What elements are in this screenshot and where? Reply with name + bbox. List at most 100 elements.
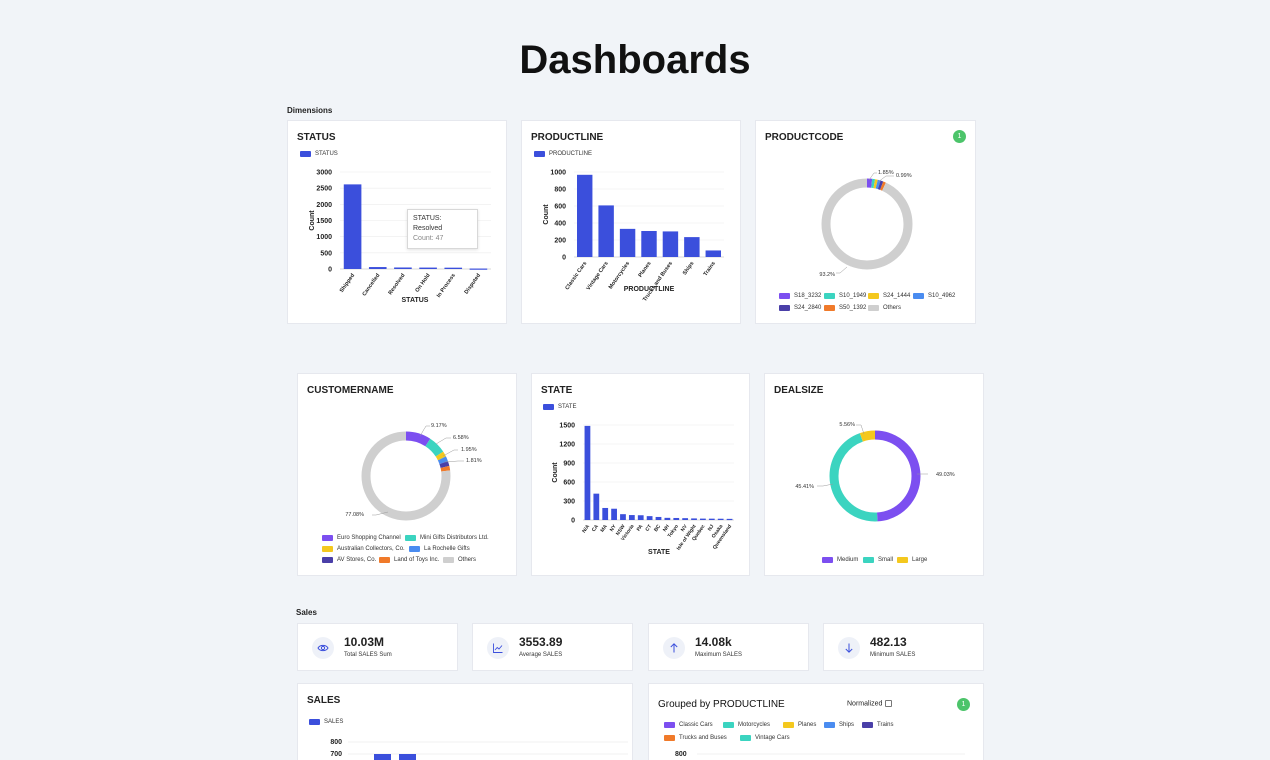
dealsize-donut-chart[interactable]: 5.56% 49.03% 45.41% bbox=[765, 374, 985, 544]
bar bbox=[705, 250, 721, 257]
bar bbox=[343, 184, 362, 269]
x-tick-label: Disputed bbox=[464, 273, 482, 296]
x-tick-label: N/A bbox=[581, 523, 591, 534]
card-title: STATUS bbox=[297, 132, 336, 143]
legend-item[interactable]: S24_1444 bbox=[868, 293, 910, 299]
y-tick-label: 600 bbox=[563, 480, 575, 487]
section-label-dimensions: Dimensions bbox=[287, 106, 333, 115]
legend-item[interactable]: STATE bbox=[543, 404, 576, 410]
sales-histogram[interactable]: 800 700 bbox=[298, 684, 634, 760]
customername-donut-chart[interactable]: 9.17% 6.58% 1.95% 1.81% 77.08% bbox=[298, 374, 518, 534]
legend-item[interactable]: S24_2840 bbox=[779, 305, 821, 311]
callout-line bbox=[836, 266, 848, 274]
callout-line bbox=[444, 460, 464, 463]
callout-line bbox=[856, 424, 865, 435]
callout-line bbox=[868, 172, 877, 181]
legend-item[interactable]: PRODUCTLINE bbox=[534, 151, 592, 157]
legend-item[interactable]: Vintage Cars bbox=[740, 735, 790, 741]
legend-item[interactable]: Ships bbox=[824, 722, 854, 728]
grouped-bar-chart[interactable]: 800 bbox=[649, 684, 985, 760]
bar bbox=[673, 517, 680, 520]
bar bbox=[394, 267, 412, 269]
x-tick-label: On Hold bbox=[415, 273, 432, 294]
bar bbox=[646, 516, 653, 520]
slice-label: 1.85% bbox=[878, 170, 894, 176]
legend-item[interactable]: SALES bbox=[309, 719, 343, 725]
bar bbox=[708, 518, 715, 520]
x-tick-label: Planes bbox=[638, 261, 653, 279]
y-tick-label: 500 bbox=[320, 250, 332, 257]
legend-item[interactable]: Small bbox=[863, 557, 893, 563]
legend-item[interactable]: S50_1392 bbox=[824, 305, 866, 311]
page-title: Dashboards bbox=[519, 38, 751, 82]
y-tick-label: 2500 bbox=[316, 186, 332, 193]
y-tick-label: 0 bbox=[328, 267, 332, 274]
legend-item[interactable]: Motorcycles bbox=[723, 722, 770, 728]
x-tick-label: MA bbox=[599, 523, 609, 533]
bar bbox=[584, 425, 591, 520]
x-tick-label: NY bbox=[609, 523, 618, 533]
legend-item[interactable]: STATUS bbox=[300, 151, 338, 157]
legend-item[interactable]: S10_4962 bbox=[913, 293, 955, 299]
legend-item[interactable]: Others bbox=[868, 305, 901, 311]
legend-item[interactable]: Planes bbox=[783, 722, 816, 728]
kpi-card-minimum-sales: 482.13 Minimum SALES bbox=[823, 623, 984, 671]
legend-item[interactable]: S18_3232 bbox=[779, 293, 821, 299]
x-axis-label: STATUS bbox=[402, 297, 429, 304]
legend-item[interactable]: Mini Gifts Distributors Ltd. bbox=[405, 535, 489, 541]
card-title: SALES bbox=[307, 695, 341, 706]
slice-label: 1.95% bbox=[461, 447, 477, 453]
legend-item[interactable]: La Rochelle Gifts bbox=[409, 546, 470, 552]
normalized-checkbox[interactable] bbox=[885, 700, 893, 707]
productcode-card: PRODUCTCODE 1 1.85% 0.99% 93.2% S18_3232 S1… bbox=[755, 120, 976, 324]
x-tick-label: NSW bbox=[615, 523, 627, 536]
status-bar-chart[interactable]: 0 500 1000 1500 2000 2500 3000 Shipped Cancelled… bbox=[288, 121, 508, 325]
legend-item[interactable]: Trains bbox=[862, 722, 893, 728]
y-tick-label: 0 bbox=[562, 255, 566, 262]
kpi-value: 14.08k bbox=[695, 635, 732, 649]
bar bbox=[637, 515, 644, 520]
kpi-value: 10.03M bbox=[344, 635, 385, 649]
y-tick-label: 200 bbox=[554, 238, 566, 245]
trend-icon bbox=[487, 637, 509, 659]
info-badge[interactable]: 1 bbox=[957, 698, 970, 711]
bar bbox=[664, 517, 671, 520]
grouped-productline-card: Grouped by PRODUCTLINE Normalized 1 800 … bbox=[648, 683, 984, 760]
kpi-card-average-sales: 3553.89 Average SALES bbox=[472, 623, 633, 671]
slice-label: 45.41% bbox=[795, 484, 814, 490]
x-tick-label: Trains bbox=[703, 261, 717, 278]
normalized-toggle[interactable]: Normalized bbox=[847, 700, 893, 707]
legend-item[interactable]: Trucks and Buses bbox=[664, 735, 727, 741]
legend-item[interactable]: Land of Toys Inc. bbox=[379, 557, 439, 563]
legend-item[interactable]: Others bbox=[443, 557, 476, 563]
y-axis-label: Count bbox=[543, 204, 550, 225]
productcode-donut-chart[interactable]: 1.85% 0.99% 93.2% bbox=[756, 121, 977, 291]
arrow-up-icon bbox=[663, 637, 685, 659]
kpi-card-total-sales: 10.03M Total SALES Sum bbox=[297, 623, 458, 671]
customername-card: CUSTOMERNAME 9.17% 6.58% 1.95% 1.81% 77.08% … bbox=[297, 373, 517, 576]
legend-item[interactable]: Medium bbox=[822, 557, 858, 563]
callout-line bbox=[419, 425, 430, 437]
y-tick-label: 400 bbox=[554, 221, 566, 228]
y-tick: 800 bbox=[330, 739, 342, 746]
x-tick-label: CT bbox=[645, 524, 654, 533]
y-axis-label: Count bbox=[552, 462, 559, 483]
y-tick-label: 1500 bbox=[316, 218, 332, 225]
x-tick-label: Resolved bbox=[388, 273, 407, 296]
legend-item[interactable]: Australian Collectors, Co. bbox=[322, 546, 405, 552]
card-title: STATE bbox=[541, 385, 573, 396]
kpi-value: 3553.89 bbox=[519, 635, 563, 649]
legend-item[interactable]: Classic Cars bbox=[664, 722, 713, 728]
legend-item[interactable]: S10_1949 bbox=[824, 293, 866, 299]
section-label-sales: Sales bbox=[296, 608, 317, 617]
legend-item[interactable]: Euro Shopping Channel bbox=[322, 535, 401, 541]
callout-line bbox=[372, 511, 389, 516]
legend-item[interactable]: Large bbox=[897, 557, 927, 563]
y-tick-label: 900 bbox=[563, 461, 575, 468]
legend-item[interactable]: AV Stores, Co. bbox=[322, 557, 376, 563]
bar bbox=[577, 174, 593, 257]
x-tick-label: BC bbox=[653, 523, 662, 533]
info-badge[interactable]: 1 bbox=[953, 130, 966, 143]
